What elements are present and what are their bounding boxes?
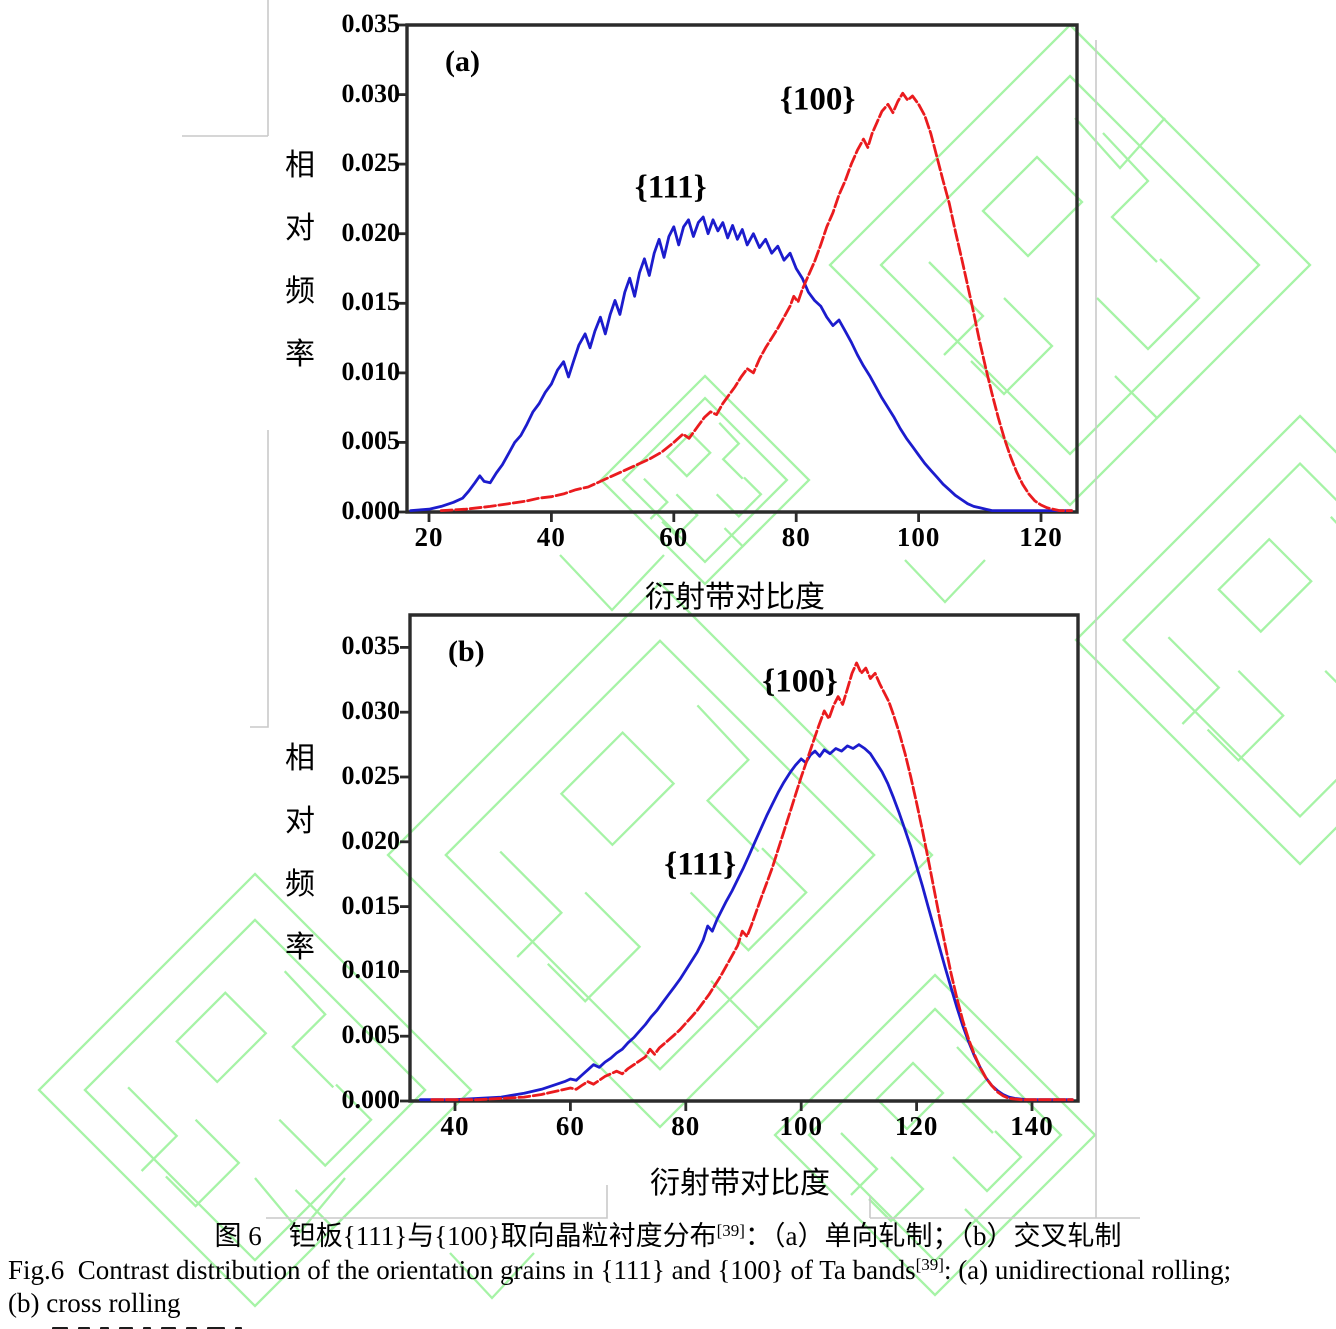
curve-a-111 (409, 215, 1073, 513)
series-annotation-a: {111} (634, 169, 707, 206)
cutoff-glyph-top (143, 1327, 151, 1329)
cutoff-text-fragment (52, 1321, 252, 1329)
y-tick-label-b: 0.005 (341, 1020, 401, 1050)
curve-b-111 (418, 743, 1074, 1102)
y-tick-label-b: 0.015 (341, 890, 401, 920)
ylabel-char: 对 (285, 212, 315, 245)
ylabel-char: 相 (285, 149, 315, 182)
ylabel-char: 率 (285, 931, 315, 964)
x-tick-label-b: 120 (894, 1111, 939, 1141)
watermark-logos (37, 23, 1336, 1308)
y-tick-label-a: 0.015 (341, 287, 401, 317)
series-annotation-a: {100} (779, 81, 856, 118)
y-tick-label-a: 0.025 (341, 148, 401, 178)
x-tick-label-a: 100 (896, 522, 941, 552)
cutoff-glyph-top (161, 1327, 176, 1329)
caption-line-zh: 图 6 钽板{111}与{100}取向晶粒衬度分布[39]：（a）单向轧制；（b… (0, 1220, 1336, 1252)
panel-label-a: (a) (445, 45, 480, 78)
cutoff-glyph-top (207, 1327, 225, 1329)
caption-line-en2: (b) cross rolling (8, 1288, 181, 1318)
x-tick-label-a: 120 (1019, 522, 1063, 552)
cutoff-glyph-top (119, 1327, 133, 1329)
y-axis-title-b: 相对频率 (282, 733, 318, 985)
y-tick-label-a: 0.020 (341, 217, 401, 247)
caption-en-ref: [39] (915, 1255, 944, 1274)
plot-border-a (405, 23, 1079, 514)
y-tick-label-a: 0.035 (341, 9, 401, 38)
panel-label-b: (b) (448, 635, 485, 668)
caption-zh-ref: [39] (716, 1221, 745, 1240)
cutoff-glyph-top (52, 1327, 68, 1329)
y-axis-title-a: 相对频率 (282, 140, 318, 392)
y-tick-label-b: 0.025 (341, 761, 401, 790)
curve-a-100 (439, 91, 1073, 513)
x-tick-label-b: 40 (440, 1111, 470, 1141)
x-axis-title-a: 衍射带对比度 (645, 581, 825, 614)
cutoff-glyph-top (100, 1327, 109, 1329)
y-tick-label-b: 0.035 (341, 631, 401, 661)
ylabel-char: 相 (285, 742, 315, 775)
x-tick-label-a: 20 (414, 522, 444, 552)
x-tick-label-b: 80 (671, 1111, 701, 1141)
series-annotation-b: {111} (664, 846, 737, 883)
caption-en-text: Fig.6 Contrast distribution of the orien… (8, 1255, 916, 1285)
caption-zh-text: 图 6 钽板{111}与{100}取向晶粒衬度分布 (214, 1221, 717, 1251)
caption-line-en: Fig.6 Contrast distribution of the orien… (8, 1254, 1231, 1286)
y-tick-label-b: 0.020 (341, 825, 401, 855)
y-tick-label-a: 0.010 (341, 356, 401, 386)
x-tick-label-a: 60 (659, 522, 689, 552)
y-tick-label-a: 0.005 (341, 426, 401, 456)
ylabel-char: 率 (285, 338, 315, 371)
x-tick-label-a: 80 (781, 522, 811, 552)
page-artifact-lines (182, 0, 1140, 1219)
cutoff-glyph-top (186, 1327, 197, 1329)
plot-border-b (408, 613, 1080, 1103)
ylabel-char: 对 (285, 805, 315, 838)
x-axis-title-b: 衍射带对比度 (650, 1167, 830, 1200)
ylabel-char: 频 (285, 868, 315, 901)
cutoff-glyph-top (78, 1327, 90, 1329)
x-tick-label-b: 100 (779, 1111, 823, 1141)
ylabel-char: 频 (285, 275, 315, 308)
caption-en-rest: : (a) unidirectional rolling; (943, 1255, 1232, 1285)
y-tick-label-a: 0.030 (341, 78, 401, 108)
cutoff-glyph-top (235, 1327, 242, 1329)
y-tick-label-b: 0.000 (341, 1085, 401, 1114)
y-tick-label-b: 0.010 (341, 955, 401, 985)
x-tick-label-b: 140 (1010, 1111, 1054, 1141)
series-annotation-b: {100} (762, 663, 838, 700)
caption-zh-rest: ：（a）单向轧制；（b）交叉轧制 (744, 1221, 1122, 1251)
x-tick-label-b: 60 (555, 1111, 585, 1141)
curve-b-100 (430, 661, 1074, 1102)
x-tick-label-a: 40 (536, 522, 566, 552)
y-tick-label-b: 0.030 (341, 696, 401, 726)
y-tick-label-a: 0.000 (341, 496, 401, 525)
